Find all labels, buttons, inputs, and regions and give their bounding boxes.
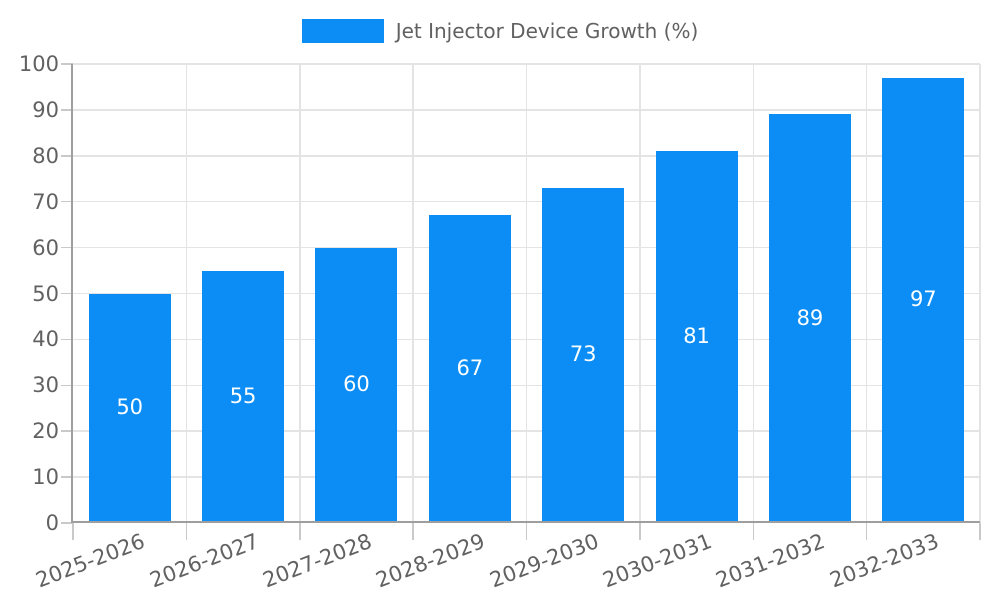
grid-line-vertical — [639, 64, 641, 523]
legend: Jet Injector Device Growth (%) — [0, 19, 1000, 43]
y-axis-line — [71, 64, 73, 523]
bar-value-label: 73 — [569, 342, 597, 367]
x-axis-line — [73, 521, 980, 523]
y-axis-tick — [61, 109, 73, 111]
x-tick-label: 2032-2033 — [826, 529, 942, 593]
x-axis-tick — [639, 523, 641, 540]
bar: 60 — [315, 247, 398, 521]
bar: 97 — [882, 77, 965, 521]
y-tick-label: 100 — [18, 52, 59, 76]
y-tick-label: 40 — [32, 327, 59, 352]
bar: 81 — [655, 151, 738, 521]
y-tick-label: 0 — [45, 511, 59, 535]
grid-line-vertical — [865, 64, 868, 523]
y-tick-label: 70 — [32, 189, 59, 214]
bar-value-label: 50 — [116, 395, 144, 420]
x-tick-label: 2029-2030 — [486, 529, 602, 593]
x-tick-label: 2028-2029 — [372, 529, 489, 593]
bar-value-label: 60 — [343, 372, 370, 397]
bar: 55 — [202, 270, 285, 521]
y-axis-tick — [61, 338, 73, 341]
x-axis-tick — [752, 523, 754, 540]
y-axis-tick — [61, 292, 73, 295]
x-axis-tick — [299, 523, 301, 540]
y-axis-tick — [61, 200, 73, 203]
bar: 50 — [88, 293, 171, 521]
x-tick-label: 2025-2026 — [32, 529, 149, 593]
bar: 89 — [768, 114, 851, 521]
bar-value-label: 89 — [796, 305, 824, 330]
grid-line-vertical — [979, 64, 981, 523]
bar-value-label: 97 — [909, 287, 937, 312]
x-axis-tick — [865, 523, 868, 540]
legend-swatch — [301, 19, 384, 43]
y-tick-label: 10 — [32, 465, 59, 490]
x-axis-tick — [979, 523, 981, 540]
y-tick-label: 60 — [32, 235, 59, 260]
y-axis-tick — [61, 476, 73, 478]
y-axis-tick — [61, 155, 73, 157]
grid-line-vertical — [185, 64, 188, 523]
y-tick-label: 90 — [32, 97, 59, 122]
x-tick-label: 2026-2027 — [146, 529, 262, 593]
x-tick-label: 2030-2031 — [599, 529, 716, 593]
grid-line-vertical — [412, 64, 414, 523]
bar-value-label: 67 — [456, 356, 484, 381]
x-axis-tick — [72, 523, 74, 540]
y-axis-tick — [61, 384, 73, 387]
grid-line-vertical — [299, 64, 301, 523]
grid-line-vertical — [752, 64, 754, 523]
y-axis-tick — [61, 246, 73, 249]
y-axis-tick — [61, 430, 73, 432]
bar-value-label: 81 — [683, 324, 710, 349]
bar: 67 — [428, 215, 511, 521]
x-axis-tick — [525, 523, 528, 540]
bar: 73 — [542, 187, 625, 521]
x-axis-tick — [185, 523, 188, 540]
y-axis-tick — [61, 63, 73, 65]
grid-line-vertical — [525, 64, 528, 523]
y-tick-label: 50 — [32, 281, 59, 306]
y-axis-tick — [61, 522, 73, 524]
x-tick-label: 2031-2032 — [713, 529, 829, 593]
legend-label: Jet Injector Device Growth (%) — [395, 19, 699, 43]
bar-value-label: 55 — [229, 383, 257, 408]
y-tick-label: 20 — [32, 419, 59, 444]
x-tick-label: 2027-2028 — [259, 529, 376, 593]
y-tick-label: 80 — [32, 143, 59, 168]
x-axis-tick — [412, 523, 414, 540]
y-tick-label: 30 — [32, 373, 59, 398]
